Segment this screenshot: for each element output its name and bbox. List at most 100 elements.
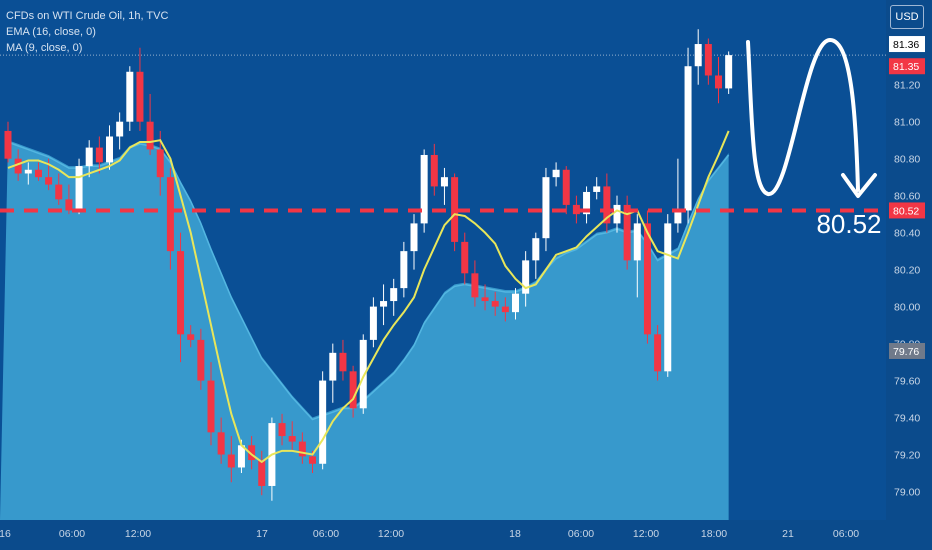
candle-body (562, 169, 570, 205)
y-tick-label: 79.00 (894, 487, 920, 499)
price-label-text: 79.76 (893, 346, 919, 358)
candle-body (694, 44, 702, 67)
ema-area (0, 140, 729, 521)
candle-body (258, 460, 266, 486)
candle-body (674, 210, 682, 224)
candle-body (451, 177, 459, 242)
candle-body (430, 154, 438, 187)
candle-body (126, 71, 134, 122)
ma-line (7, 130, 730, 464)
price-axis-panel (886, 0, 932, 550)
x-tick-label: 12:00 (125, 528, 151, 540)
symbol-title: CFDs on WTI Crude Oil, 1h, TVC (6, 10, 169, 22)
candle-body (410, 223, 418, 252)
price-label-text: 80.52 (893, 205, 919, 217)
y-tick-label: 80.40 (894, 228, 920, 240)
candle-body (633, 223, 641, 261)
candle-body (390, 288, 398, 302)
x-tick-label: 17 (256, 528, 268, 540)
x-tick-label: 06:00 (313, 528, 339, 540)
candle-body (177, 251, 185, 335)
price-label-box (889, 202, 925, 219)
candle-body (359, 339, 367, 409)
candle-body (237, 445, 245, 468)
candle-body (542, 177, 550, 239)
x-tick-label: 06:00 (833, 528, 859, 540)
y-tick-label: 81.20 (894, 80, 920, 92)
x-tick-label: 12:00 (378, 528, 404, 540)
candle-body (654, 334, 662, 372)
candle-body (95, 147, 103, 163)
arrow-head (841, 173, 877, 198)
price-label-box (889, 58, 925, 75)
y-tick-label: 80.00 (894, 302, 920, 314)
candle-body (603, 186, 611, 224)
candle-body (349, 371, 357, 409)
candle-body (380, 301, 388, 307)
price-label-text: 81.36 (893, 39, 919, 51)
candle-body (156, 149, 164, 178)
candle-body (329, 352, 337, 381)
y-tick-label: 79.40 (894, 413, 920, 425)
candle-body (461, 241, 469, 274)
price-label-box (889, 36, 925, 53)
candle-body (420, 154, 428, 224)
candles-group (4, 29, 733, 501)
candle-body (512, 293, 519, 313)
candle-body (583, 191, 591, 215)
candle-body (613, 204, 621, 224)
y-tick-label: 80.20 (894, 265, 920, 277)
candle-body (643, 223, 651, 335)
candle-body (207, 380, 215, 433)
candle-body (197, 339, 205, 381)
chart-legend: CFDs on WTI Crude Oil, 1h, TVC EMA (16, … (6, 8, 168, 56)
ma-legend: MA (9, close, 0) (6, 42, 83, 54)
y-tick-label: 79.60 (894, 376, 920, 388)
candle-body (309, 456, 316, 464)
candle-body (116, 121, 124, 137)
candle-body (725, 55, 733, 89)
projection-arrow (746, 37, 860, 196)
time-axis-panel (0, 520, 932, 550)
candle-body (501, 306, 509, 313)
candle-body (522, 260, 530, 294)
candle-body (440, 177, 448, 187)
y-tick-label: 79.20 (894, 450, 920, 462)
candle-body (55, 184, 63, 200)
candle-body (65, 199, 73, 211)
candle-body (481, 297, 489, 302)
candle-body (552, 169, 560, 178)
candle-body (491, 301, 499, 307)
candle-body (532, 238, 540, 261)
candle-body (278, 423, 286, 437)
candle-body (298, 441, 306, 457)
candle-body (4, 130, 12, 159)
candle-body (248, 445, 256, 461)
candle-body (664, 223, 672, 372)
candle-body (593, 186, 601, 192)
y-tick-label: 80.80 (894, 154, 920, 166)
x-tick-label: 06:00 (568, 528, 594, 540)
candle-body (45, 177, 53, 185)
x-tick-label: 16 (0, 528, 11, 540)
x-tick-label: 06:00 (59, 528, 85, 540)
candle-body (715, 75, 722, 89)
candle-body (34, 169, 42, 178)
candle-body (227, 454, 235, 468)
currency-button[interactable]: USD (890, 5, 924, 29)
target-text: 80.52 (816, 209, 881, 239)
x-tick-label: 12:00 (633, 528, 659, 540)
candle-body (85, 147, 93, 167)
candle-body (106, 136, 113, 163)
x-tick-label: 18:00 (701, 528, 727, 540)
candle-body (704, 44, 712, 76)
candle-body (217, 432, 225, 455)
candle-body (24, 169, 32, 174)
currency-label: USD (895, 11, 919, 23)
candle-body (339, 352, 347, 372)
candle-body (471, 273, 479, 298)
candle-body (14, 158, 22, 174)
candle-body (623, 204, 631, 261)
